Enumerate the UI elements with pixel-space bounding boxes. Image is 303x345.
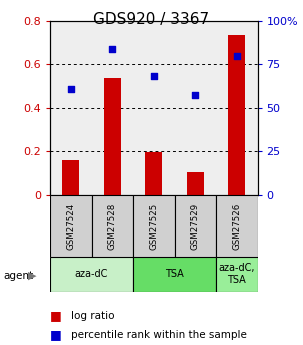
Text: GSM27525: GSM27525 xyxy=(149,203,158,249)
Text: log ratio: log ratio xyxy=(71,311,115,321)
Bar xyxy=(50,195,92,257)
Text: GSM27528: GSM27528 xyxy=(108,203,117,249)
Bar xyxy=(133,195,175,257)
Bar xyxy=(50,257,133,292)
Text: GDS920 / 3367: GDS920 / 3367 xyxy=(93,12,210,27)
Point xyxy=(152,74,156,79)
Text: ■: ■ xyxy=(50,309,62,322)
Bar xyxy=(62,160,79,195)
Text: TSA: TSA xyxy=(165,269,184,279)
Bar xyxy=(216,195,258,257)
Text: aza-dC: aza-dC xyxy=(75,269,108,279)
Bar xyxy=(216,257,258,292)
Bar xyxy=(228,35,245,195)
Point xyxy=(110,46,115,51)
Bar xyxy=(104,78,121,195)
Text: percentile rank within the sample: percentile rank within the sample xyxy=(71,330,247,339)
Text: ▶: ▶ xyxy=(28,271,36,281)
Bar xyxy=(187,172,204,195)
Bar xyxy=(145,152,162,195)
Text: aza-dC,
TSA: aza-dC, TSA xyxy=(218,264,255,285)
Text: GSM27529: GSM27529 xyxy=(191,203,200,249)
Bar xyxy=(175,195,216,257)
Bar xyxy=(133,257,216,292)
Text: GSM27526: GSM27526 xyxy=(232,203,241,249)
Text: agent: agent xyxy=(3,271,33,281)
Text: ■: ■ xyxy=(50,328,62,341)
Point xyxy=(193,92,198,98)
Text: GSM27524: GSM27524 xyxy=(66,203,75,249)
Bar xyxy=(92,195,133,257)
Point xyxy=(68,86,73,91)
Point xyxy=(235,53,239,58)
